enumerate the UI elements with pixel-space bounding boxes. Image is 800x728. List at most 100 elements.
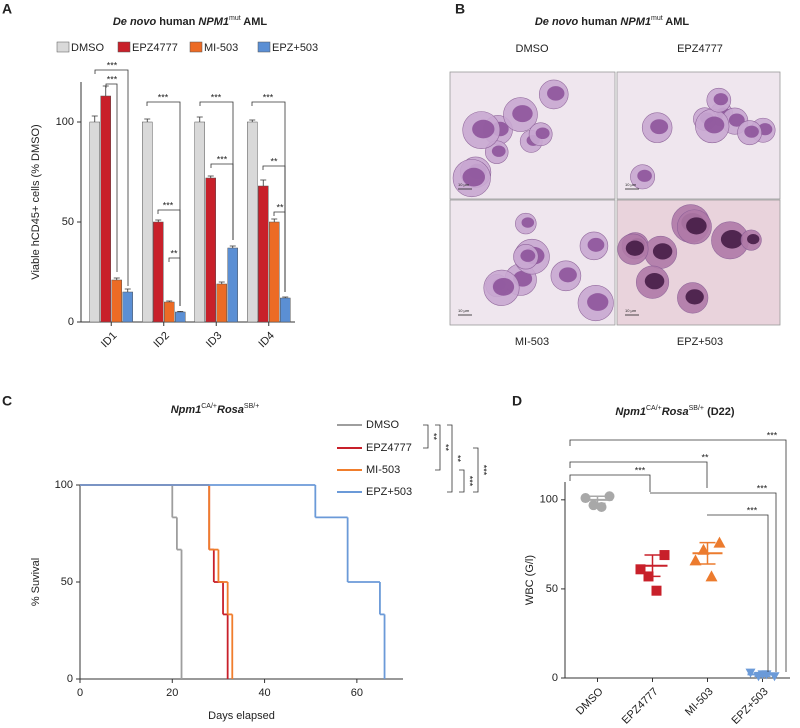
nucleus [547, 86, 565, 101]
significance-label: ** [441, 444, 451, 452]
title-part: Npm1 [171, 404, 202, 416]
nucleus [472, 119, 495, 139]
significance-label: *** [107, 60, 118, 70]
x-tick-label: ID2 [151, 330, 172, 351]
significance-bracket [459, 469, 465, 493]
chart-title: Npm1CA/+RosaSB/+ (D22) [615, 405, 735, 418]
error-bar [282, 296, 289, 298]
x-tick-label: 20 [166, 687, 178, 699]
chart-title: De novo human NPM1mut AML [113, 15, 268, 28]
bar [142, 121, 153, 323]
error-bar [260, 179, 267, 186]
bar [164, 301, 175, 323]
legend-swatch [117, 41, 131, 53]
bar [247, 121, 258, 323]
title-part: human [156, 16, 198, 28]
y-tick-label: 50 [62, 216, 74, 228]
nucleus [720, 230, 744, 249]
error-bar [91, 115, 98, 122]
significance-label: ** [170, 248, 178, 258]
nucleus [462, 167, 485, 187]
scale-label: 10 µm [625, 182, 637, 187]
title-part: AML [241, 16, 268, 28]
data-point [635, 564, 646, 575]
significance-bracket [210, 163, 234, 240]
image-label: EPZ+503 [677, 336, 723, 348]
y-tick-label: 100 [540, 494, 558, 506]
y-axis-label: % Suvival [30, 558, 42, 606]
error-bar [113, 277, 120, 280]
bar [227, 247, 238, 323]
nucleus [492, 277, 515, 296]
bar [175, 311, 186, 323]
significance-bracket [273, 211, 286, 292]
bar [205, 177, 216, 323]
y-axis-label: WBC (G/l) [524, 555, 536, 605]
y-tick-label: 100 [56, 116, 74, 128]
panel-letter: A [2, 1, 12, 17]
x-tick-label: ID3 [204, 330, 225, 351]
significance-label: *** [158, 92, 169, 102]
bar [269, 221, 280, 323]
nucleus [713, 93, 729, 106]
x-tick-label: EPZ+503 [730, 686, 771, 727]
nucleus [637, 169, 652, 182]
legend-label: EPZ+503 [366, 486, 412, 498]
title-part: CA/+ [646, 405, 662, 412]
sem-bar [589, 495, 606, 505]
bar [153, 221, 164, 323]
nucleus [558, 267, 577, 283]
data-point [580, 493, 591, 504]
legend-label: EPZ+503 [272, 42, 318, 54]
title-part: NPM1 [620, 16, 651, 28]
significance-label: ** [270, 156, 278, 166]
nucleus [686, 217, 707, 235]
data-point [596, 501, 607, 512]
bar [216, 283, 227, 323]
title-part: AML [663, 16, 690, 28]
scale-label: 10 µm [458, 308, 470, 313]
title-part: De novo [535, 16, 579, 28]
x-axis-label: Days elapsed [208, 710, 275, 722]
nucleus [587, 293, 609, 311]
title-part: human [578, 16, 620, 28]
data-point [604, 491, 615, 502]
x-tick-label: 40 [258, 687, 270, 699]
error-bar [177, 311, 184, 312]
significance-label: *** [479, 465, 489, 476]
nucleus [650, 119, 669, 135]
error-bar [249, 119, 256, 122]
chart-title: Npm1CA/+RosaSB/+ [171, 403, 260, 416]
data-point [651, 585, 662, 596]
nucleus [512, 105, 533, 123]
significance-label: *** [767, 430, 778, 440]
legend-label: DMSO [71, 42, 104, 54]
title-part: SB/+ [244, 403, 259, 410]
sem-bar [754, 671, 771, 677]
y-tick-label: 0 [67, 673, 73, 685]
legend-label: MI-503 [366, 464, 400, 476]
y-tick-label: 50 [61, 576, 73, 588]
significance-bracket [168, 257, 181, 306]
significance-bracket [650, 492, 777, 672]
data-point [659, 550, 670, 561]
significance-label: *** [211, 92, 222, 102]
significance-label: ** [701, 452, 709, 462]
significance-bracket [569, 474, 651, 492]
x-tick-label: DMSO [574, 685, 606, 717]
nucleus [685, 289, 704, 305]
significance-bracket [473, 447, 479, 493]
significance-label: ** [429, 433, 439, 441]
significance-label: *** [465, 476, 475, 487]
sem-bar [644, 554, 661, 578]
title-part: NPM1 [198, 16, 229, 28]
error-bar [124, 288, 131, 292]
nucleus [747, 234, 760, 245]
image-label: MI-503 [515, 336, 549, 348]
data-point [705, 570, 718, 582]
sem-bar [699, 541, 716, 565]
error-bar [166, 300, 173, 302]
significance-label: *** [635, 465, 646, 475]
